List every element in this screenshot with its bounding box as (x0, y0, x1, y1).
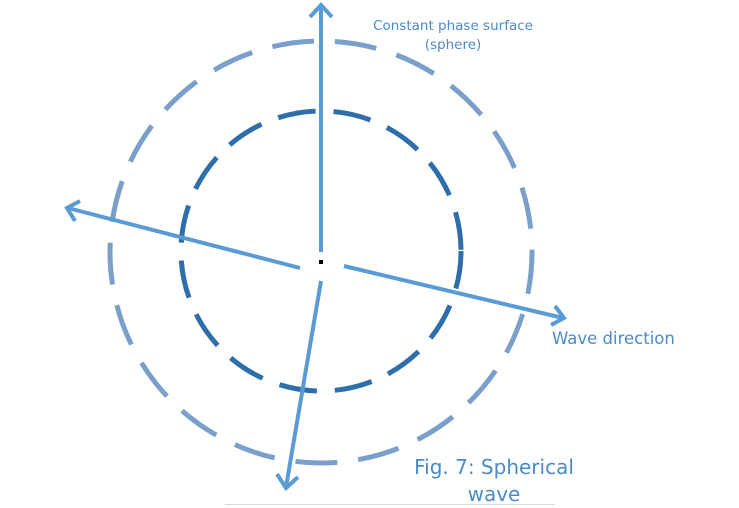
surface-label-line-2: (sphere) (424, 37, 482, 53)
wave-direction-arrow-up (308, 2, 334, 252)
point-source (319, 260, 323, 264)
constant-phase-surface-label: Constant phase surface (sphere) (368, 17, 538, 55)
figure-caption: Fig. 7: Spherical wave (408, 454, 580, 508)
wave-direction-arrow-right (343, 264, 567, 327)
outer-constant-phase-sphere (107, 38, 535, 466)
inner-constant-phase-sphere (178, 108, 464, 394)
wave-direction-arrow-down (275, 280, 323, 492)
surface-label-line-1: Constant phase surface (373, 18, 533, 34)
figure-caption-line-2: wave (467, 482, 521, 506)
page-divider (225, 504, 555, 505)
wave-direction-arrow-left (64, 199, 301, 270)
wave-direction-label: Wave direction (552, 329, 675, 348)
figure-caption-line-1: Fig. 7: Spherical (414, 455, 574, 479)
